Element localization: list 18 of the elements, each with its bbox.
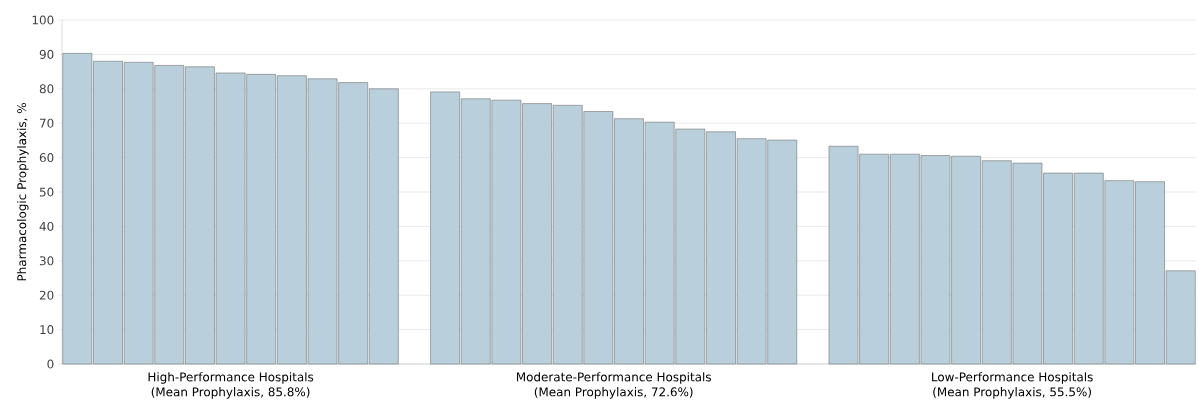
y-tick-label: 30: [39, 256, 54, 266]
text: High-Performance Hospitals: [148, 372, 314, 384]
y-tick-label: 10: [40, 325, 54, 335]
text: (Mean Prophylaxis, 72.6%): [534, 387, 693, 399]
y-tick-label: 40: [39, 221, 54, 231]
y-tick-label: 70: [40, 118, 54, 128]
y-tick-label: 50: [39, 187, 54, 197]
text: (Mean Prophylaxis, 55.5%): [933, 387, 1091, 399]
text: Moderate-Performance Hospitals: [516, 372, 711, 384]
y-tick-label: 60: [39, 153, 54, 163]
text: (Mean Prophylaxis, 85.8%): [151, 387, 310, 399]
y-tick-label: 20: [39, 290, 54, 300]
y-tick-label: 90: [39, 49, 54, 59]
text: Low-Performance Hospitals: [932, 372, 1093, 384]
y-tick-label: 100: [32, 15, 54, 25]
y-tick-label: 80: [39, 84, 54, 94]
y-axis-title: Pharmacologic Prophylaxis, %: [16, 103, 29, 281]
y-tick-label: 0: [47, 359, 54, 369]
